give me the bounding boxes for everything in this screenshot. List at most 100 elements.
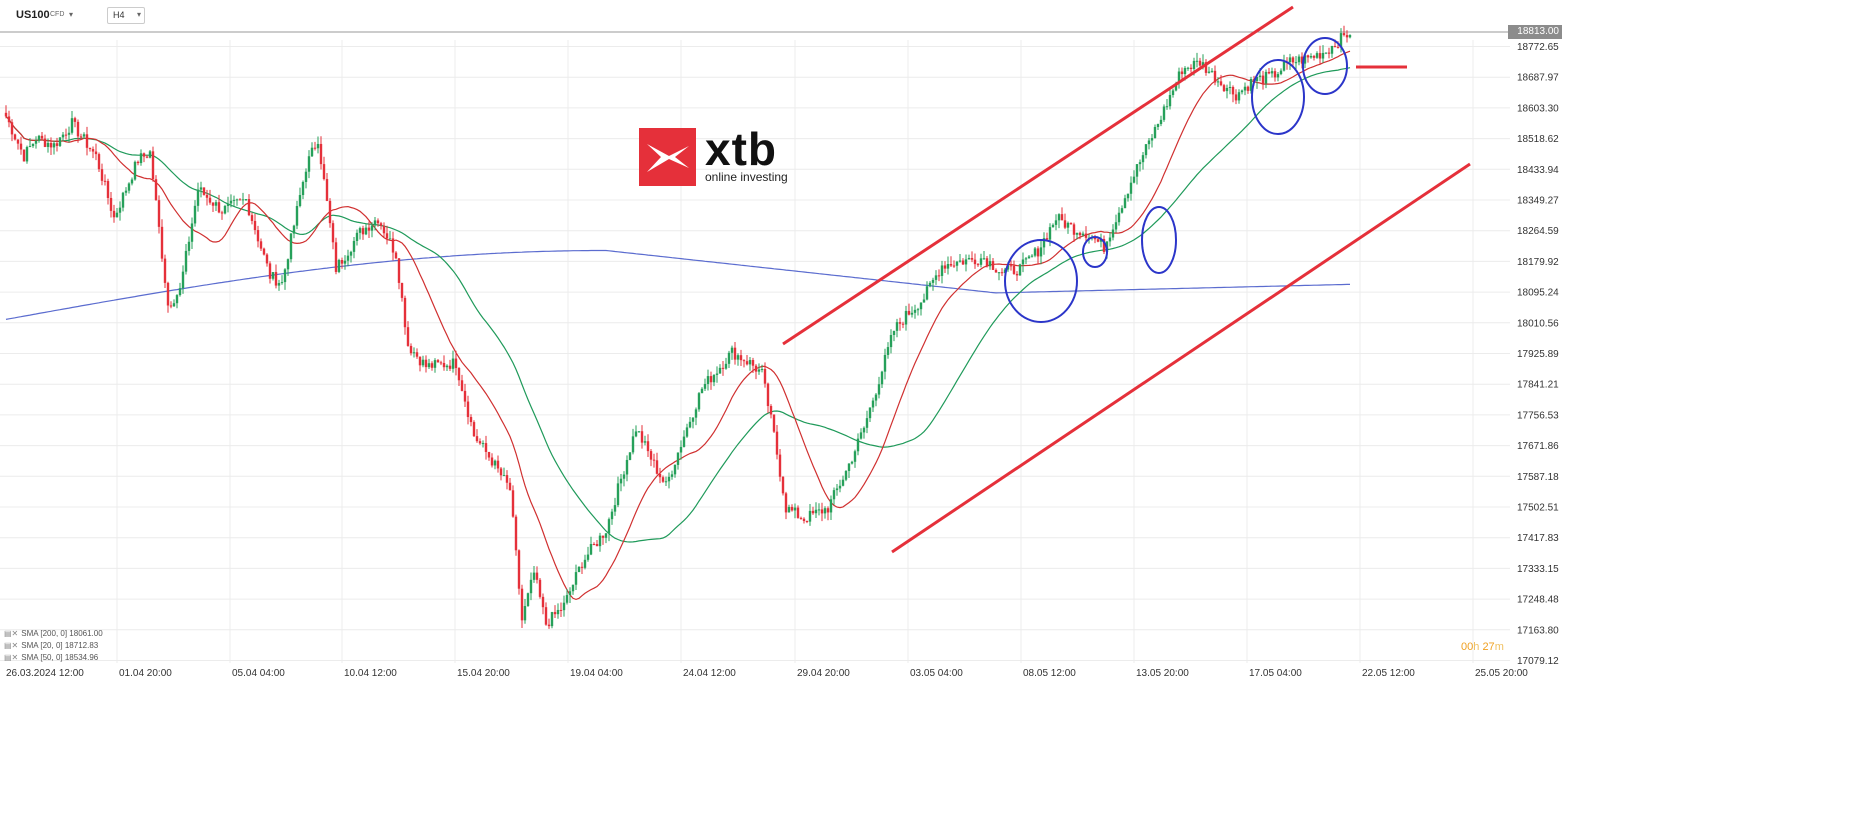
candle-body — [1153, 126, 1157, 139]
candle-body — [715, 373, 719, 375]
candle-body — [1279, 70, 1283, 75]
candle-body — [1006, 265, 1010, 270]
candle-body — [751, 360, 755, 366]
candle-body — [1144, 144, 1148, 156]
candle-body — [1033, 248, 1037, 256]
candle-body — [679, 446, 683, 453]
candle-body — [496, 460, 500, 469]
candle-body — [1099, 238, 1103, 242]
candle-body — [967, 258, 971, 260]
candle-body — [523, 606, 527, 621]
candle-body — [1111, 229, 1115, 238]
legend-row[interactable]: ▤✕ SMA [50, 0] 18534.96 — [4, 652, 103, 664]
candle-body — [292, 225, 296, 234]
timeframe-select[interactable]: H4 ▾ — [107, 7, 145, 24]
candle-body — [127, 183, 131, 191]
candle-body — [1036, 248, 1040, 257]
candle-body — [1273, 71, 1277, 78]
candle-body — [508, 482, 512, 491]
candle-body — [1081, 233, 1085, 236]
settings-icon[interactable]: ▤✕ — [4, 653, 19, 662]
x-tick-label: 05.04 04:00 — [232, 668, 285, 679]
candle-body — [841, 479, 845, 486]
candle-body — [1315, 53, 1319, 58]
symbol-label[interactable]: US100 — [16, 9, 50, 21]
candle-body — [1030, 255, 1034, 257]
candle-body — [10, 122, 14, 135]
candle-body — [802, 518, 806, 521]
y-tick-label: 18349.27 — [1517, 196, 1559, 207]
sma-200-line — [5, 249, 1350, 320]
candle-body — [622, 474, 626, 479]
channel-lower-line — [891, 162, 1471, 554]
chevron-down-icon[interactable]: ▾ — [69, 10, 74, 19]
candle-body — [85, 134, 89, 148]
legend-row[interactable]: ▤✕ SMA [200, 0] 18061.00 — [4, 628, 103, 640]
candle-body — [400, 282, 404, 298]
candle-body — [67, 132, 71, 135]
legend-row[interactable]: ▤✕ SMA [20, 0] 18712.83 — [4, 640, 103, 652]
candle-body — [178, 288, 182, 296]
candle-body — [58, 137, 62, 146]
candle-body — [580, 566, 584, 568]
candle-body — [511, 490, 515, 517]
candle-body — [40, 135, 44, 139]
candle-body — [280, 282, 284, 284]
candle-body — [556, 609, 560, 615]
candle-body — [1294, 62, 1298, 64]
candle-body — [592, 544, 596, 546]
trend-channel — [782, 5, 1471, 554]
candle-body — [295, 206, 299, 226]
candle-body — [688, 421, 692, 428]
candle-body — [1015, 273, 1019, 276]
candle-body — [139, 153, 143, 164]
candle-body — [340, 260, 344, 264]
candle-body — [718, 367, 722, 374]
candle-body — [142, 153, 146, 157]
candle-body — [934, 275, 938, 280]
candle-body — [1243, 86, 1247, 91]
candle-body — [973, 259, 977, 265]
y-tick-label: 17333.15 — [1517, 564, 1559, 575]
candle-body — [583, 559, 587, 568]
candle-body — [1057, 214, 1061, 221]
candle-body — [25, 147, 29, 162]
candle-body — [835, 488, 839, 491]
candle-body — [571, 584, 575, 592]
highlight-circles — [1004, 37, 1348, 323]
candle-body — [484, 443, 488, 452]
candle-body — [1045, 238, 1049, 240]
x-tick-label: 19.04 04:00 — [570, 668, 623, 679]
candle-body — [184, 250, 188, 272]
candle-body — [1039, 247, 1043, 257]
settings-icon[interactable]: ▤✕ — [4, 629, 19, 638]
candle-body — [64, 134, 68, 136]
candle-body — [334, 242, 338, 272]
candle-body — [940, 265, 944, 276]
candle-body — [1231, 86, 1235, 95]
candle-body — [907, 310, 911, 315]
candle-body — [457, 368, 461, 381]
candle-body — [709, 376, 713, 383]
y-tick-label: 17925.89 — [1517, 349, 1559, 360]
candle-body — [1108, 237, 1112, 242]
candle-body — [34, 140, 38, 144]
candle-body — [1168, 94, 1172, 107]
candle-body — [1117, 212, 1121, 223]
candle-body — [88, 147, 92, 150]
y-tick-label: 18518.62 — [1517, 134, 1559, 145]
candle-body — [469, 417, 473, 423]
settings-icon[interactable]: ▤✕ — [4, 641, 19, 650]
xtb-logo: xtb online investing — [639, 123, 799, 188]
candle-body — [874, 394, 878, 401]
candle-body — [985, 258, 989, 267]
candle-body — [799, 517, 803, 519]
candle-body — [1042, 238, 1046, 248]
symbol-type-label: CFD — [50, 11, 65, 18]
chart-grid — [0, 40, 1510, 663]
candle-body — [601, 535, 605, 538]
candle-body — [676, 452, 680, 465]
candle-body — [19, 143, 23, 150]
candle-body — [562, 602, 566, 611]
